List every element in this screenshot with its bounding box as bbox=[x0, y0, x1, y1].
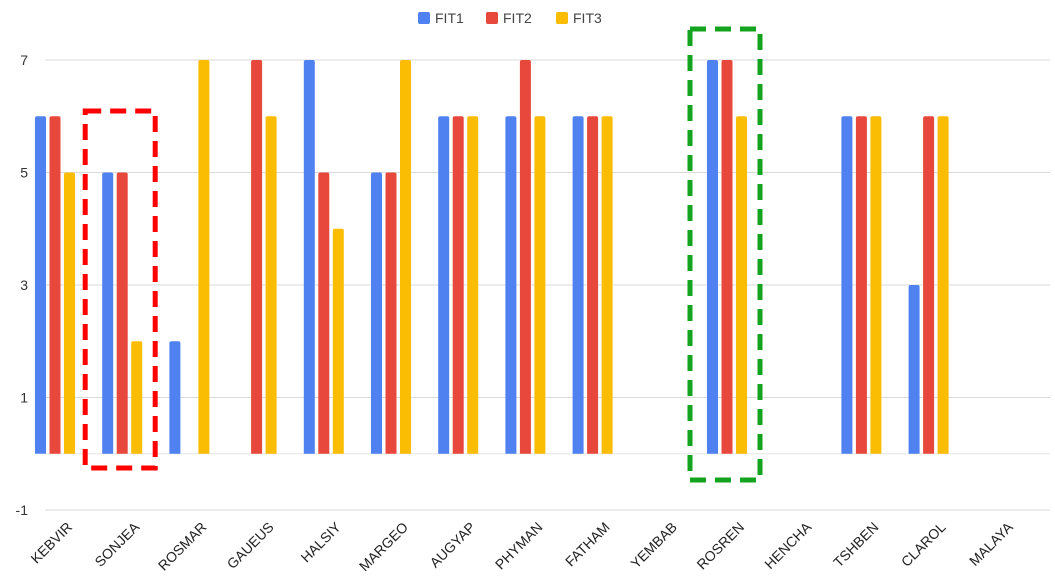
bar-halsiy-fit2 bbox=[318, 172, 330, 454]
x-category-label: MALAYA bbox=[966, 518, 1016, 568]
x-category-label: HENCHA bbox=[761, 518, 815, 572]
legend-label-fit1: FIT1 bbox=[435, 10, 464, 26]
x-category-label: ROSREN bbox=[693, 519, 747, 573]
bar-augyap-fit3 bbox=[467, 116, 479, 454]
highlight-boxes bbox=[82, 26, 763, 483]
bar-clarol-fit2 bbox=[923, 116, 935, 454]
bar-augyap-fit2 bbox=[452, 116, 464, 454]
bar-sonjea-fit2 bbox=[116, 172, 128, 454]
bar-rosren-fit2 bbox=[721, 60, 733, 454]
bar-fatham-fit2 bbox=[587, 116, 599, 454]
bar-clarol-fit1 bbox=[908, 285, 920, 454]
bar-sonjea-fit3 bbox=[131, 341, 143, 454]
legend-label-fit3: FIT3 bbox=[573, 10, 602, 26]
bar-margeo-fit2 bbox=[385, 172, 397, 454]
legend-swatch-fit2 bbox=[486, 12, 498, 24]
x-category-label: PHYMAN bbox=[492, 519, 546, 573]
bar-kebvir-fit3 bbox=[64, 172, 75, 454]
bar-augyap-fit1 bbox=[438, 116, 450, 454]
bar-kebvir-fit2 bbox=[49, 116, 61, 454]
x-category-label: CLAROL bbox=[898, 519, 949, 570]
x-category-label: HALSIY bbox=[297, 518, 344, 565]
x-category-label: GAUEUS bbox=[224, 519, 277, 572]
bar-phyman-fit2 bbox=[519, 60, 531, 454]
bar-gaueus-fit3 bbox=[265, 116, 277, 454]
legend-swatch-fit1 bbox=[418, 12, 430, 24]
y-tick-label: 7 bbox=[20, 52, 28, 68]
bar-margeo-fit3 bbox=[400, 60, 411, 454]
bar-tshben-fit2 bbox=[855, 116, 867, 454]
x-category-label: FATHAM bbox=[562, 519, 613, 570]
bar-phyman-fit3 bbox=[534, 116, 546, 454]
legend-label-fit2: FIT2 bbox=[503, 10, 532, 26]
bar-rosmar-fit3 bbox=[198, 60, 210, 454]
y-tick-label: 3 bbox=[20, 277, 28, 293]
bar-fatham-fit3 bbox=[601, 116, 613, 454]
bar-sonjea-fit1 bbox=[102, 172, 114, 454]
bar-rosren-fit3 bbox=[736, 116, 747, 454]
bar-rosmar-fit1 bbox=[169, 341, 181, 454]
legend-swatch-fit3 bbox=[556, 12, 568, 24]
bars bbox=[35, 60, 949, 454]
bar-gaueus-fit2 bbox=[251, 60, 263, 454]
bar-kebvir-fit1 bbox=[35, 116, 46, 454]
x-category-label: ROSMAR bbox=[155, 519, 210, 574]
gridlines bbox=[45, 59, 1050, 511]
bar-phyman-fit1 bbox=[505, 116, 517, 454]
x-category-label: KEBVIR bbox=[27, 519, 75, 567]
bar-halsiy-fit3 bbox=[332, 228, 344, 454]
x-category-label: AUGYAP bbox=[426, 519, 478, 571]
x-category-label: MARGEO bbox=[356, 519, 411, 574]
y-tick-label: -1 bbox=[16, 502, 29, 518]
bar-fatham-fit1 bbox=[572, 116, 584, 454]
highlight-box-rosren bbox=[687, 26, 763, 483]
x-category-label: SONJEA bbox=[91, 518, 142, 569]
bar-rosren-fit1 bbox=[707, 60, 718, 454]
bar-tshben-fit3 bbox=[870, 116, 882, 454]
y-axis-ticks: 7 5 3 1 -1 bbox=[16, 52, 29, 518]
bar-clarol-fit3 bbox=[937, 116, 949, 454]
bar-margeo-fit1 bbox=[371, 172, 382, 454]
x-category-label: TSHBEN bbox=[830, 519, 881, 570]
y-tick-label: 5 bbox=[20, 165, 28, 181]
x-axis-labels: KEBVIR SONJEA ROSMAR GAUEUS HALSIY MARGEO AUGY… bbox=[27, 518, 1016, 574]
bar-tshben-fit1 bbox=[841, 116, 853, 454]
y-tick-label: 1 bbox=[20, 390, 28, 406]
legend: FIT1 FIT2 FIT3 bbox=[418, 10, 602, 26]
highlight-box-sonjea bbox=[82, 108, 158, 471]
bar-halsiy-fit1 bbox=[303, 60, 315, 454]
x-category-label: YEMBAB bbox=[627, 519, 680, 572]
